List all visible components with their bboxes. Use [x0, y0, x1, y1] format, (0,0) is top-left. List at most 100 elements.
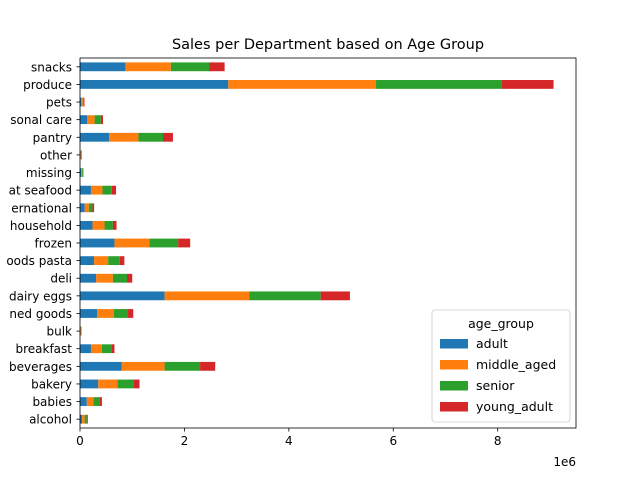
bar-middle_aged-canned-goods [97, 309, 114, 318]
bar-young_adult-dairy-eggs [320, 291, 350, 301]
y-tick-label: household [10, 219, 72, 233]
bar-middle_aged-pets [81, 97, 83, 107]
y-tick-label: bulk [46, 325, 72, 339]
y-tick-label: pantry [33, 131, 72, 145]
bar-senior-babies [93, 397, 100, 406]
x-offset-text: 1e6 [553, 455, 576, 469]
bar-adult-bakery [80, 379, 99, 389]
bar-middle_aged-dairy-eggs [164, 291, 250, 301]
bar-adult-frozen [80, 238, 115, 248]
bar-adult-meat-seafood [80, 185, 91, 195]
y-tick-label: at seafood [9, 184, 72, 198]
axes-group: alcohol babies bakery beverages breakfast bul… [6, 57, 577, 448]
bar-middle_aged-beverages [121, 361, 165, 371]
bar-young_adult-snacks [209, 62, 225, 72]
bar-middle_aged-alcohol [82, 414, 85, 424]
bar-young_adult-meat-seafood [111, 185, 117, 195]
bar-adult-dry-goods-pasta [80, 256, 95, 266]
bar-young_adult-pets [83, 97, 85, 107]
legend-label-young_adult: young_adult [476, 399, 553, 414]
x-tick-label: 2 [181, 434, 189, 448]
y-tick-label: babies [32, 395, 72, 409]
bar-senior-pantry [138, 132, 164, 142]
legend-label-adult: adult [476, 336, 508, 351]
bar-senior-beverages [164, 361, 201, 371]
bar-middle_aged-produce [228, 80, 377, 89]
y-tick-label: pets [46, 96, 72, 110]
bar-young_adult-alcohol [86, 414, 88, 424]
bar-young_adult-dry-goods-pasta [119, 256, 125, 266]
bar-adult-dairy-eggs [80, 291, 165, 301]
bar-young_adult-beverages [200, 361, 216, 371]
bar-senior-snacks [170, 62, 210, 72]
bar-senior-bakery [117, 379, 134, 389]
bar-middle_aged-dry-goods-pasta [94, 256, 109, 266]
x-tick-label: 6 [389, 434, 397, 448]
bar-adult-breakfast [80, 344, 91, 354]
bar-middle_aged-pantry [109, 132, 139, 142]
bar-adult-babies [80, 397, 87, 406]
bar-senior-missing [82, 168, 84, 177]
y-tick-label: missing [26, 166, 72, 180]
bar-middle_aged-missing [81, 168, 83, 177]
legend-swatch-young_adult [440, 402, 468, 412]
y-tick-label: beverages [9, 360, 72, 374]
x-tick-label: 4 [285, 434, 293, 448]
bar-middle_aged-household [92, 220, 105, 230]
bar-adult-produce [80, 80, 229, 89]
bar-middle_aged-deli [96, 273, 113, 283]
bar-young_adult-produce [501, 80, 554, 89]
legend-swatch-adult [440, 339, 468, 349]
y-tick-label: produce [23, 78, 72, 92]
legend-label-senior: senior [476, 378, 515, 393]
bar-senior-personal-care [94, 115, 101, 125]
y-tick-label: deli [50, 272, 72, 286]
bar-adult-personal-care [80, 115, 88, 125]
legend-swatch-senior [440, 381, 468, 391]
bar-senior-breakfast [101, 344, 112, 354]
y-tick-label: breakfast [15, 342, 72, 356]
bar-adult-snacks [80, 62, 126, 72]
bar-senior-produce [376, 80, 502, 89]
y-tick-label: bakery [31, 377, 72, 391]
bar-adult-missing [80, 168, 82, 177]
bar-adult-pantry [80, 132, 110, 142]
bar-senior-deli [112, 273, 127, 283]
bar-adult-international [80, 203, 85, 213]
bar-adult-deli [80, 273, 97, 283]
bar-middle_aged-meat-seafood [90, 185, 103, 195]
bar-senior-household [104, 220, 113, 230]
y-tick-label: ernational [11, 201, 72, 215]
bar-middle_aged-other [80, 150, 82, 160]
bar-senior-pets [82, 97, 84, 107]
bar-senior-dairy-eggs [249, 291, 321, 301]
bar-adult-canned-goods [80, 309, 98, 318]
bar-senior-other [81, 150, 82, 160]
bar-young_adult-deli [126, 273, 133, 283]
bar-middle_aged-snacks [125, 62, 171, 72]
bar-middle_aged-bakery [98, 379, 118, 389]
bar-middle_aged-international [84, 203, 89, 213]
bar-young_adult-pantry [163, 132, 173, 142]
y-tick-label: oods pasta [6, 254, 72, 268]
x-tick-label: 8 [494, 434, 502, 448]
bar-young_adult-frozen [178, 238, 191, 248]
bar-young_adult-breakfast [111, 344, 115, 354]
bar-middle_aged-frozen [114, 238, 150, 248]
bar-middle_aged-breakfast [90, 344, 102, 354]
bar-young_adult-bakery [133, 379, 140, 389]
y-tick-label: dairy eggs [9, 289, 72, 303]
bar-adult-pets [80, 97, 82, 107]
legend-title: age_group [468, 316, 534, 331]
bar-young_adult-international [92, 203, 95, 213]
bar-middle_aged-babies [86, 397, 94, 406]
y-tick-label: other [40, 148, 72, 162]
legend-swatch-middle_aged [440, 360, 468, 370]
y-tick-label: frozen [34, 237, 72, 251]
bar-adult-household [80, 220, 93, 230]
bar-senior-alcohol [84, 414, 87, 424]
bar-senior-dry-goods-pasta [108, 256, 120, 266]
